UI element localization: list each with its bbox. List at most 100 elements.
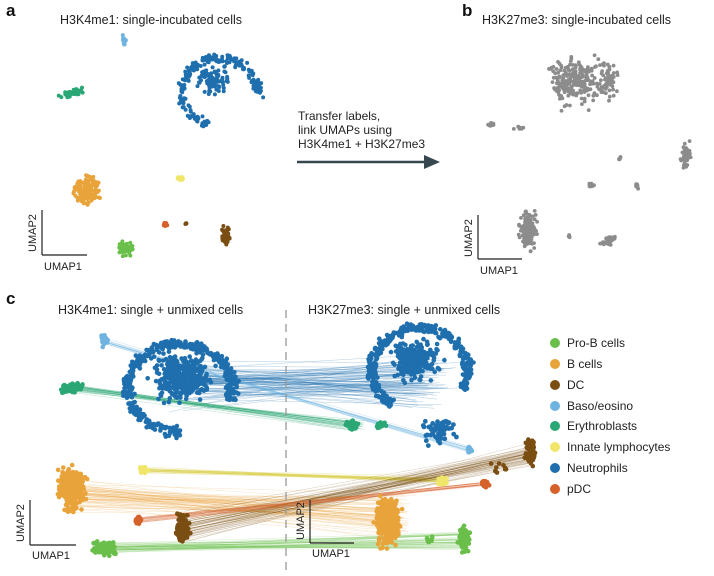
panel-c-letter: c bbox=[6, 289, 15, 308]
link-line bbox=[145, 469, 439, 479]
neutrophil-point bbox=[177, 428, 183, 433]
link-line bbox=[67, 385, 357, 432]
link-line bbox=[105, 338, 471, 448]
unlabeled-point bbox=[576, 83, 581, 88]
neutrophil-point bbox=[197, 397, 203, 403]
erythroblast-point bbox=[58, 387, 64, 393]
link-line bbox=[183, 359, 428, 384]
neutrophil-point bbox=[435, 365, 441, 371]
neutrophil-point bbox=[165, 370, 170, 376]
neutrophil-point bbox=[218, 361, 224, 367]
neutrophil-point bbox=[464, 386, 470, 391]
link-line bbox=[139, 469, 438, 482]
unlabeled-point bbox=[523, 239, 528, 243]
neutrophil-point bbox=[150, 425, 156, 430]
neutrophil-point bbox=[133, 353, 139, 358]
unlabeled-point bbox=[527, 236, 531, 241]
panel-a-xlabel: UMAP1 bbox=[44, 261, 82, 273]
neutrophil-point bbox=[204, 385, 209, 390]
link-line bbox=[182, 449, 535, 515]
unlabeled-point bbox=[525, 232, 530, 237]
b-cell-point bbox=[83, 177, 88, 182]
unlabeled-point bbox=[591, 98, 596, 103]
pro-b-point bbox=[107, 553, 112, 559]
legend-label: Erythroblasts bbox=[567, 419, 637, 433]
legend-item-pro-b: Pro-B cells bbox=[550, 336, 625, 350]
neutrophil-point bbox=[419, 322, 424, 327]
link-line bbox=[186, 452, 534, 526]
link-line bbox=[175, 371, 438, 400]
neutrophil-point bbox=[136, 413, 141, 419]
neutrophil-point bbox=[223, 370, 228, 376]
link-line bbox=[106, 534, 471, 547]
b-cell-point bbox=[87, 174, 92, 179]
link-line bbox=[106, 541, 460, 551]
neutrophil-point bbox=[234, 56, 239, 61]
legend-label: DC bbox=[567, 378, 585, 392]
b-cell-point bbox=[62, 507, 67, 513]
b-cell-point bbox=[77, 488, 82, 494]
link-line bbox=[71, 385, 362, 429]
unlabeled-point bbox=[567, 77, 571, 82]
neutrophil-point bbox=[195, 359, 201, 365]
unlabeled-point bbox=[556, 60, 560, 64]
b-cell-point bbox=[382, 504, 388, 510]
neutrophil-point bbox=[402, 358, 408, 363]
link-line bbox=[174, 384, 429, 400]
b-cell-point bbox=[83, 491, 88, 496]
erythroblast-point bbox=[355, 421, 361, 427]
link-line bbox=[203, 382, 417, 391]
neutrophil-point bbox=[421, 424, 427, 430]
unlabeled-point bbox=[588, 183, 593, 188]
neutrophil-point bbox=[375, 375, 380, 380]
unlabeled-point bbox=[607, 67, 612, 72]
neutrophil-point bbox=[188, 358, 194, 363]
neutrophil-point bbox=[208, 350, 214, 356]
neutrophil-point bbox=[202, 382, 207, 387]
erythroblast-point bbox=[348, 426, 353, 431]
link-line bbox=[78, 506, 388, 537]
neutrophil-point bbox=[156, 350, 162, 355]
pro-b-point bbox=[463, 545, 469, 550]
b-cell-point bbox=[89, 198, 94, 203]
link-line bbox=[173, 380, 435, 385]
b-cell-point bbox=[390, 503, 396, 509]
link-line bbox=[184, 453, 530, 521]
b-cell-point bbox=[85, 195, 90, 200]
link-line bbox=[105, 543, 459, 550]
neutrophil-point bbox=[404, 321, 410, 327]
panel-b-title: H3K27me3: single-incubated cells bbox=[482, 13, 671, 27]
dc-point bbox=[531, 439, 536, 445]
link-line bbox=[99, 538, 468, 549]
link-line bbox=[193, 387, 458, 398]
link-line bbox=[197, 377, 439, 380]
link-line bbox=[189, 461, 526, 525]
neutrophil-point bbox=[391, 330, 397, 335]
link-line bbox=[178, 385, 427, 389]
neutrophil-point bbox=[366, 368, 372, 374]
unlabeled-point bbox=[586, 108, 591, 112]
b-cell-point bbox=[68, 498, 73, 504]
unlabeled-point bbox=[577, 63, 582, 67]
neutrophil-point bbox=[225, 397, 230, 402]
dc-point bbox=[183, 518, 189, 523]
unlabeled-point bbox=[566, 64, 570, 69]
neutrophil-point bbox=[441, 329, 446, 334]
transfer-text-line3: H3K4me1 + H3K27me3 bbox=[298, 137, 425, 151]
link-line bbox=[135, 485, 480, 523]
dc-point bbox=[184, 221, 189, 226]
neutrophil-point bbox=[374, 351, 379, 357]
neutrophil-point bbox=[376, 382, 382, 388]
innate-lymphocyte-point bbox=[143, 468, 148, 474]
dc-point bbox=[222, 233, 227, 238]
neutrophil-point bbox=[197, 377, 203, 382]
neutrophil-point bbox=[179, 372, 185, 377]
link-line bbox=[78, 493, 399, 535]
b-cell-point bbox=[56, 478, 61, 483]
neutrophil-point bbox=[166, 399, 172, 405]
link-line bbox=[184, 380, 421, 386]
b-cell-point bbox=[385, 527, 391, 532]
link-line bbox=[140, 469, 439, 479]
b-cell-point bbox=[74, 472, 79, 478]
pro-b-point bbox=[460, 545, 465, 550]
